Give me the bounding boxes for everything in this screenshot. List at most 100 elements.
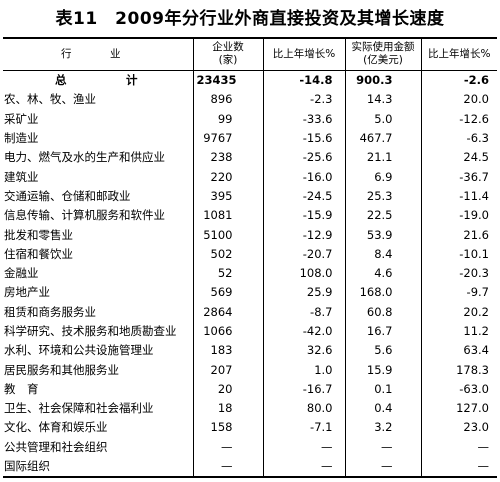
enterprise-count-cell: 502 [192, 244, 263, 264]
enterprise-count-cell: 569 [192, 282, 263, 303]
enterprise-count-cell: 9767 [192, 128, 263, 148]
enterprise-count-cell: 207 [192, 359, 263, 380]
industry-name-cell: 文化、体育和娱乐业 [4, 420, 108, 435]
actual-use-growth-cell: -36.7 [420, 166, 497, 187]
enterprise-growth-cell: 1.0 [262, 359, 345, 380]
actual-use-growth-cell: -19.0 [420, 205, 497, 225]
enterprise-count-cell: — [192, 456, 263, 478]
actual-use-amount-cell: 0.1 [344, 379, 421, 399]
actual-use-amount-cell: 168.0 [344, 282, 421, 303]
enterprise-growth-cell: -16.0 [262, 166, 345, 187]
actual-use-growth-cell: 20.2 [420, 302, 497, 322]
enterprise-count-cell: 896 [192, 89, 263, 110]
actual-use-amount-cell: 900.3 [344, 70, 421, 90]
table-row: 建筑业 220 -16.0 6.9 -36.7 [3, 166, 497, 187]
enterprise-growth-cell: 32.6 [262, 340, 345, 360]
enterprise-count-cell: — [192, 437, 263, 457]
industry-name-cell: 住宿和餐饮业 [4, 246, 73, 261]
industry-fdi-table: 行 业 企业数 (家) 比上年增长% 实际使用金额 (亿美元) 比上年增长% 总… [3, 37, 497, 478]
header-actual-use-text: 实际使用金额 (亿美元) [351, 41, 415, 67]
table-row: 交通运输、仓储和邮政业 395 -24.5 25.3 -11.4 [3, 186, 497, 206]
table-row: 制造业 9767 -15.6 467.7 -6.3 [3, 128, 497, 148]
industry-name-cell: 信息传输、计算机服务和软件业 [4, 208, 165, 223]
industry-name-cell: 居民服务和其他服务业 [4, 362, 119, 377]
table-row: 农、林、牧、渔业 896 -2.3 14.3 20.0 [3, 89, 497, 110]
actual-use-amount-cell: 60.8 [344, 302, 421, 322]
actual-use-growth-cell: 23.0 [420, 417, 497, 438]
enterprise-growth-cell: — [262, 437, 345, 457]
industry-name-cell: 交通运输、仓储和邮政业 [4, 188, 131, 203]
industry-name-cell: 房地产业 [4, 285, 50, 300]
enterprise-growth-cell: -2.3 [262, 89, 345, 110]
actual-use-amount-cell: — [344, 437, 421, 457]
actual-use-growth-cell: — [420, 437, 497, 457]
actual-use-amount-cell: 25.3 [344, 186, 421, 206]
actual-use-amount-cell: 467.7 [344, 128, 421, 148]
table-row: 科学研究、技术服务和地质勘查业 1066 -42.0 16.7 11.2 [3, 321, 497, 341]
enterprise-growth-cell: -42.0 [262, 321, 345, 341]
header-enterprises-text: 企业数 (家) [212, 41, 244, 67]
actual-use-amount-cell: 16.7 [344, 321, 421, 341]
table-row: 国际组织 — — — — [3, 456, 497, 478]
actual-use-growth-cell: 24.5 [420, 147, 497, 167]
enterprise-count-cell: 52 [192, 263, 263, 283]
total-row: 总 计 23435 -14.8 900.3 -2.6 [3, 70, 497, 90]
actual-use-amount-cell: 8.4 [344, 244, 421, 264]
actual-use-growth-cell: 178.3 [420, 359, 497, 380]
enterprise-growth-cell: -12.9 [262, 224, 345, 245]
table-row: 房地产业 569 25.9 168.0 -9.7 [3, 282, 497, 303]
table-row: 住宿和餐饮业 502 -20.7 8.4 -10.1 [3, 244, 497, 264]
enterprise-count-cell: 23435 [192, 70, 263, 90]
table-row: 租赁和商务服务业 2864 -8.7 60.8 20.2 [3, 302, 497, 322]
enterprise-growth-cell: 80.0 [262, 398, 345, 418]
enterprise-growth-cell: -24.5 [262, 186, 345, 206]
table-row: 居民服务和其他服务业 207 1.0 15.9 178.3 [3, 359, 497, 380]
actual-use-growth-cell: -2.6 [420, 70, 497, 90]
header-enterprises: 企业数 (家) [192, 37, 263, 71]
actual-use-amount-cell: 21.1 [344, 147, 421, 167]
actual-use-growth-cell: 63.4 [420, 340, 497, 360]
enterprise-growth-cell: -25.6 [262, 147, 345, 167]
enterprise-count-cell: 2864 [192, 302, 263, 322]
industry-name-cell: 电力、燃气及水的生产和供应业 [4, 150, 165, 165]
actual-use-amount-cell: 15.9 [344, 359, 421, 380]
industry-name-cell: 教 育 [4, 381, 39, 396]
actual-use-amount-cell: 6.9 [344, 166, 421, 187]
actual-use-growth-cell: -6.3 [420, 128, 497, 148]
enterprise-growth-cell: -16.7 [262, 379, 345, 399]
enterprise-growth-cell: -14.8 [262, 70, 345, 90]
enterprise-count-cell: 5100 [192, 224, 263, 245]
actual-use-amount-cell: 4.6 [344, 263, 421, 283]
table-row: 批发和零售业 5100 -12.9 53.9 21.6 [3, 224, 497, 245]
table-row: 采矿业 99 -33.6 5.0 -12.6 [3, 109, 497, 129]
enterprise-growth-cell: -15.6 [262, 128, 345, 148]
industry-name-cell: 建筑业 [4, 169, 39, 184]
enterprise-growth-cell: -8.7 [262, 302, 345, 322]
enterprise-count-cell: 99 [192, 109, 263, 129]
enterprise-growth-cell: -20.7 [262, 244, 345, 264]
enterprise-count-cell: 1066 [192, 321, 263, 341]
industry-name-cell: 采矿业 [4, 111, 39, 126]
industry-name-cell: 公共管理和社会组织 [4, 439, 108, 454]
enterprise-count-cell: 238 [192, 147, 263, 167]
actual-use-amount-cell: — [344, 456, 421, 478]
table-row: 教 育 20 -16.7 0.1 -63.0 [3, 379, 497, 399]
table-row: 水利、环境和公共设施管理业 183 32.6 5.6 63.4 [3, 340, 497, 360]
actual-use-growth-cell: 127.0 [420, 398, 497, 418]
actual-use-growth-cell: -63.0 [420, 379, 497, 399]
enterprise-count-cell: 220 [192, 166, 263, 187]
actual-use-growth-cell: -20.3 [420, 263, 497, 283]
table-row: 电力、燃气及水的生产和供应业 238 -25.6 21.1 24.5 [3, 147, 497, 167]
actual-use-amount-cell: 5.0 [344, 109, 421, 129]
actual-use-growth-cell: 20.0 [420, 89, 497, 110]
industry-name-cell: 水利、环境和公共设施管理业 [4, 343, 154, 358]
industry-name-cell: 科学研究、技术服务和地质勘查业 [4, 324, 177, 338]
header-enterprises-growth: 比上年增长% [262, 37, 345, 71]
header-industry: 行 业 [3, 37, 193, 71]
actual-use-amount-cell: 0.4 [344, 398, 421, 418]
enterprise-growth-cell: -15.9 [262, 205, 345, 225]
actual-use-amount-cell: 53.9 [344, 224, 421, 245]
actual-use-growth-cell: -10.1 [420, 244, 497, 264]
table-row: 信息传输、计算机服务和软件业 1081 -15.9 22.5 -19.0 [3, 205, 497, 225]
